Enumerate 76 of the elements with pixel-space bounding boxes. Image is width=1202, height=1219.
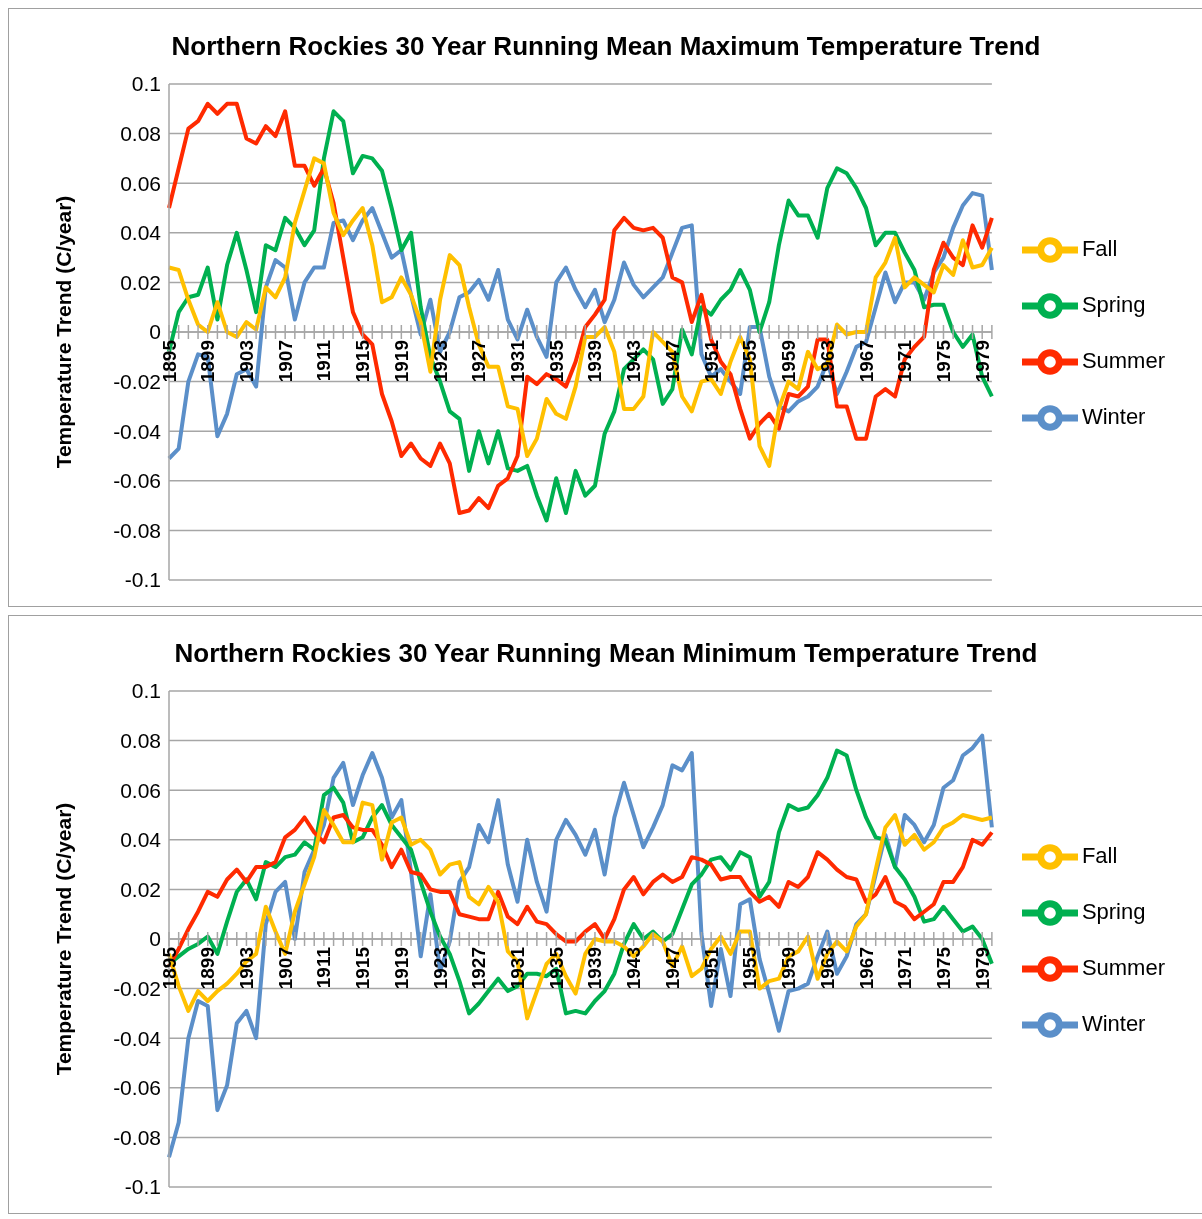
chart-title: Northern Rockies 30 Year Running Mean Maximum Temperature Trend [170, 30, 1042, 63]
y-tick-label: 0.06 [120, 171, 161, 195]
x-tick-label: 1907 [274, 947, 296, 990]
x-tick-label: 1931 [507, 339, 529, 383]
y-tick-label: 0.08 [120, 729, 161, 753]
x-tick-label: 1947 [661, 340, 683, 383]
x-tick-label: 1959 [778, 947, 800, 990]
x-tick-label: 1959 [778, 340, 800, 383]
x-tick-label: 1903 [235, 947, 257, 990]
x-tick-label: 1979 [971, 947, 993, 990]
x-tick-label: 1967 [855, 340, 877, 383]
x-tick-label: 1935 [545, 339, 567, 383]
x-tick-label: 1951 [700, 339, 722, 383]
y-tick-label: 0.08 [120, 122, 161, 146]
legend-label: Winter [1081, 1011, 1146, 1037]
x-tick-label: 1899 [197, 947, 219, 990]
x-tick-label: 1979 [971, 340, 993, 383]
y-tick-label: -0.08 [113, 518, 161, 542]
y-tick-label: -0.06 [113, 1076, 161, 1100]
y-tick-label: -0.02 [113, 370, 161, 394]
y-tick-label: 0.04 [120, 828, 162, 852]
y-tick-label: 0.1 [131, 679, 161, 703]
x-tick-label: 1931 [507, 946, 529, 990]
x-tick-label: 1915 [352, 946, 374, 990]
x-tick-label: 1955 [739, 339, 761, 383]
legend-label: Fall [1081, 235, 1118, 261]
x-tick-label: 1911 [313, 946, 335, 989]
x-tick-label: 1967 [855, 947, 877, 990]
x-tick-label: 1947 [661, 947, 683, 990]
y-tick-label: 0.04 [120, 221, 162, 245]
x-tick-label: 1899 [197, 340, 219, 383]
legend-label: Spring [1081, 898, 1146, 924]
y-tick-label: 0.02 [120, 877, 161, 901]
y-tick-label: -0.1 [124, 1175, 161, 1199]
x-tick-label: 1915 [352, 339, 374, 383]
x-tick-label: 1919 [390, 947, 412, 990]
x-tick-label: 1911 [313, 339, 335, 382]
legend-label: Spring [1081, 291, 1146, 317]
y-tick-label: 0 [149, 320, 161, 344]
y-tick-label: 0.02 [120, 270, 161, 294]
x-tick-label: 1963 [816, 340, 838, 383]
x-tick-label: 1943 [623, 947, 645, 990]
x-tick-label: 1955 [739, 946, 761, 990]
x-tick-label: 1971 [894, 339, 916, 383]
x-tick-label: 1927 [468, 947, 490, 990]
x-tick-label: 1923 [429, 340, 451, 383]
x-tick-label: 1935 [545, 946, 567, 990]
legend-label: Summer [1081, 955, 1165, 980]
x-tick-label: 1975 [932, 946, 954, 990]
x-tick-label: 1951 [700, 946, 722, 990]
y-tick-label: 0.1 [131, 72, 161, 96]
y-tick-label: 0.06 [120, 778, 161, 802]
x-tick-label: 1939 [584, 340, 606, 383]
y-axis-title: Temperature Trend (C/year) [52, 802, 76, 1076]
y-tick-label: 0 [149, 927, 161, 951]
y-tick-label: -0.1 [124, 568, 161, 592]
y-tick-label: -0.02 [113, 977, 161, 1001]
y-tick-label: -0.06 [113, 469, 161, 493]
y-tick-label: -0.04 [113, 1026, 162, 1050]
y-axis-title: Temperature Trend (C/year) [52, 195, 76, 469]
legend-label: Fall [1081, 842, 1118, 868]
x-tick-label: 1971 [894, 946, 916, 990]
x-tick-label: 1939 [584, 947, 606, 990]
x-tick-label: 1919 [390, 340, 412, 383]
x-tick-label: 1975 [932, 339, 954, 383]
x-tick-label: 1963 [816, 947, 838, 990]
x-tick-label: 1907 [274, 340, 296, 383]
legend-label: Winter [1081, 404, 1146, 430]
legend-label: Summer [1081, 348, 1165, 373]
x-tick-label: 1903 [235, 340, 257, 383]
chart-title: Northern Rockies 30 Year Running Mean Minimum Temperature Trend [173, 637, 1039, 670]
x-tick-label: 1943 [623, 340, 645, 383]
x-tick-label: 1927 [468, 340, 490, 383]
x-tick-label: 1923 [429, 947, 451, 990]
y-tick-label: -0.08 [113, 1125, 161, 1149]
y-tick-label: -0.04 [113, 419, 162, 443]
